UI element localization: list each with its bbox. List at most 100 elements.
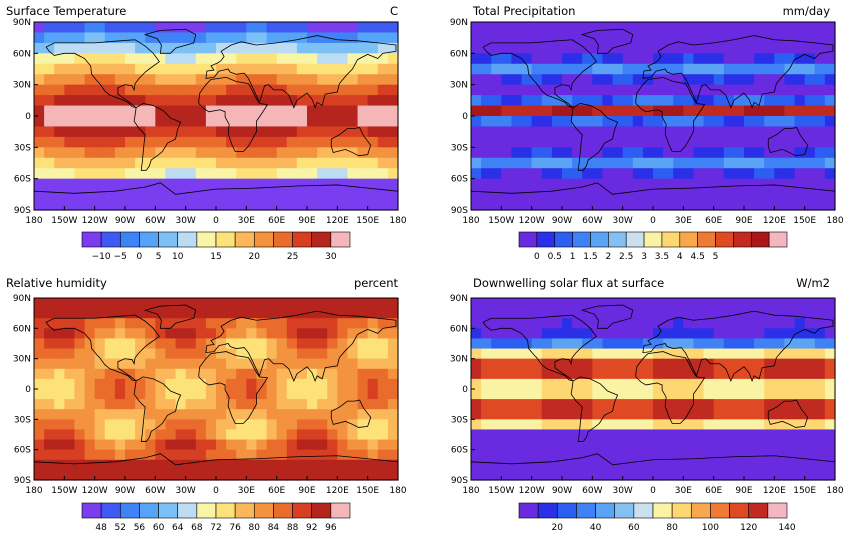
field-cell [551,419,563,431]
field-cell [216,328,227,340]
field-cell [673,168,684,180]
field-cell [531,338,543,350]
field-cell [622,63,634,75]
field-cell [256,308,268,319]
field-cell [541,157,553,169]
field-cell [286,368,298,380]
field-cell [296,74,308,86]
field-cell [481,147,492,159]
field-cell [511,157,523,169]
field-cell [347,136,359,148]
field-cell [256,116,268,128]
field-cell [54,338,65,350]
field-cell [205,308,217,319]
panel-title: Surface Temperature [6,4,127,18]
field-cell [296,63,308,75]
field-cell [592,199,604,211]
field-cell [612,399,624,410]
field-cell [286,469,298,481]
field-cell [531,63,543,75]
field-cell [602,42,614,54]
field-cell [784,116,796,128]
field-cell [236,189,247,201]
field-cell [612,42,624,54]
field-cell [44,389,55,400]
field-cell [195,348,207,360]
field-cell [34,126,45,138]
colorbar-tick-label: 3.5 [655,252,669,262]
field-cell [521,95,533,107]
field-cell [814,338,826,350]
field-cell [774,116,786,128]
field-cell [226,53,237,65]
field-cell [794,168,806,180]
field-cell [784,439,796,451]
field-cell [54,105,65,117]
field-cell [622,199,634,211]
field-cell [387,74,399,86]
field-cell [582,105,593,117]
field-cell [471,308,482,319]
field-cell [286,126,298,138]
lat-tick-label: 0 [25,385,31,395]
field-cell [764,378,775,390]
field-cell [266,439,278,451]
field-cell [683,459,695,471]
field-cell [471,439,482,451]
panel-units: C [389,4,398,18]
field-cell [693,74,705,86]
lat-tick-label: 30N [450,355,468,365]
lon-tick-label: 90E [735,216,752,226]
field-cell [296,168,308,180]
field-cell [175,168,187,180]
field-cell [723,95,735,107]
field-cell [824,298,836,309]
field-cell [481,32,492,44]
field-cell [632,157,644,169]
field-cell [155,136,167,148]
field-cell [54,147,65,159]
field-cell [663,22,674,34]
field-cell [562,358,573,370]
field-cell [367,53,379,65]
field-cell [296,189,308,201]
field-cell [592,328,604,340]
field-cell [367,74,379,86]
field-cell [754,199,765,211]
lon-tick-label: 0 [213,486,219,496]
field-cell [663,63,674,75]
field-cell [317,328,328,340]
field-cell [541,22,553,34]
field-cell [693,469,705,481]
field-cell [602,308,614,319]
panel-title: Relative humidity [6,276,107,290]
field-cell [347,429,359,441]
field-cell [531,318,543,329]
field-cell [84,199,96,211]
field-cell [104,338,116,350]
field-cell [337,22,349,34]
field-cell [733,168,745,180]
field-cell [226,368,237,380]
field-cell [236,358,247,370]
field-cell [673,308,684,319]
field-cell [347,168,359,180]
field-cell [387,32,399,44]
field-cell [784,399,796,410]
field-cell [663,105,674,117]
field-cell [155,63,167,75]
field-cell [521,199,533,211]
field-cell [491,338,502,350]
field-cell [387,348,399,360]
field-cell [733,409,745,420]
field-cell [632,358,644,370]
field-cell [501,95,513,107]
field-cell [135,147,146,159]
field-cell [653,168,664,180]
field-cell [632,168,644,180]
lon-tick-label: 30W [612,486,632,496]
field-cell [764,74,775,86]
field-cell [165,116,177,128]
